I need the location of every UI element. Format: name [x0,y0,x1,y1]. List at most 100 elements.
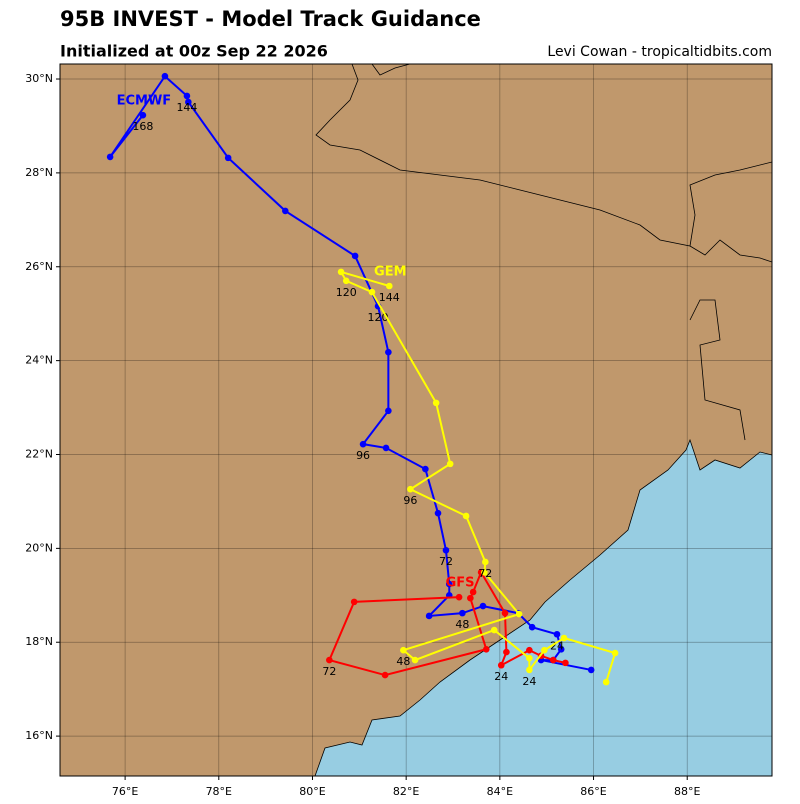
track-point [351,252,359,260]
track-point [503,648,510,656]
hour-label: 48 [455,618,469,631]
hour-label: 72 [322,665,336,678]
track-point [467,594,474,602]
track-point [139,111,147,119]
hour-label: 72 [478,567,492,580]
track-point [549,656,557,664]
track-point [541,646,548,654]
track-point [350,598,358,606]
track-point [469,588,477,596]
y-tick-label: 30°N [25,72,53,85]
chart-title: 95B INVEST - Model Track Guidance [60,7,481,31]
hour-label: 120 [336,286,357,299]
track-point [526,654,533,662]
track-line [338,270,617,683]
model-name: GEM [374,265,407,280]
track-point [455,593,463,601]
hour-label: 144 [176,101,197,114]
track-point [183,92,191,100]
model-name: ECMWF [117,94,172,109]
track-point [385,348,392,356]
track-point [425,612,433,620]
y-tick-label: 20°N [25,541,53,554]
track-point [501,609,509,617]
border [371,64,411,76]
x-tick-label: 78°E [206,785,232,798]
credit: Levi Cowan - tropicaltidbits.com [547,44,772,60]
border [315,64,772,247]
track-point [611,649,619,657]
hour-label: 24 [494,670,508,683]
track-point [446,460,454,468]
track-point [407,485,414,493]
track-point [326,656,333,664]
hour-label: 24 [522,675,536,688]
track-point [411,656,419,664]
track-point [382,444,390,452]
hour-label: 120 [368,311,389,324]
chart-subtitle: Initialized at 00z Sep 22 2026 [60,42,328,61]
hour-label: 48 [396,655,410,668]
track-point [557,645,565,653]
track-point [434,509,442,517]
track-point [459,609,466,617]
track-point [490,626,498,634]
track-point [526,646,533,654]
track-point [587,666,595,674]
y-tick-label: 16°N [25,729,53,742]
track-point [432,399,440,407]
hour-label: 72 [439,555,453,568]
track-point [342,277,350,285]
track-point [462,512,470,520]
track-point [359,440,367,448]
x-tick-label: 82°E [393,785,419,798]
track-point [553,630,561,638]
track-point [381,671,389,679]
track-point [562,659,569,667]
y-tick-label: 24°N [25,354,53,367]
track-point [560,634,568,642]
track-point [482,558,489,566]
hour-label: 168 [132,120,153,133]
track-point [368,288,376,296]
track-point [400,646,407,654]
hour-label: 144 [379,291,400,304]
track-point [602,678,610,686]
track-point [481,569,488,576]
x-tick-label: 84°E [487,785,513,798]
model-name: GFS [446,576,475,591]
x-tick-label: 80°E [299,785,325,798]
track-point [515,610,523,618]
frame [59,63,773,777]
track-point [385,407,392,415]
y-tick-label: 22°N [25,447,53,460]
track-point [386,282,393,290]
hour-label: 24 [550,639,564,652]
track-point [282,207,289,215]
y-tick-label: 28°N [25,166,53,179]
track-point [526,666,533,674]
track-point [224,154,232,162]
track-point [528,623,536,631]
hour-label: 96 [356,449,370,462]
track-point [106,153,114,161]
y-tick-label: 18°N [25,635,53,648]
track-point [161,72,169,80]
x-tick-label: 86°E [580,785,606,798]
y-tick-label: 26°N [25,260,53,273]
ocean [314,438,772,776]
track-point [482,645,490,653]
hour-label: 96 [403,494,417,507]
track-point [442,546,450,554]
track-point [185,98,192,106]
x-tick-label: 76°E [112,785,138,798]
track-line [109,74,592,671]
track-point [445,580,453,588]
x-tick-label: 88°E [674,785,700,798]
track-point [422,465,429,473]
track-point [337,268,345,276]
border [689,239,772,441]
track-point [497,661,505,669]
track-point [479,602,487,610]
